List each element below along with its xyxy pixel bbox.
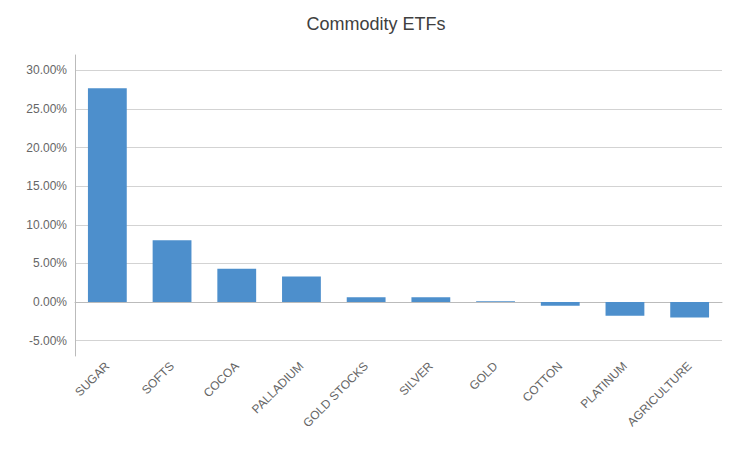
svg-text:-5.00%: -5.00% xyxy=(29,334,67,348)
svg-text:Commodity ETFs: Commodity ETFs xyxy=(306,14,445,34)
svg-text:SOFTS: SOFTS xyxy=(139,359,177,397)
svg-text:5.00%: 5.00% xyxy=(33,256,67,270)
svg-text:20.00%: 20.00% xyxy=(26,141,67,155)
svg-text:PALLADIUM: PALLADIUM xyxy=(249,359,306,416)
svg-text:15.00%: 15.00% xyxy=(26,179,67,193)
svg-text:0.00%: 0.00% xyxy=(33,295,67,309)
svg-text:SILVER: SILVER xyxy=(396,359,436,399)
svg-text:GOLD: GOLD xyxy=(467,359,501,393)
svg-text:25.00%: 25.00% xyxy=(26,102,67,116)
svg-text:GOLD STOCKS: GOLD STOCKS xyxy=(300,359,371,430)
svg-text:10.00%: 10.00% xyxy=(26,218,67,232)
svg-text:AGRICULTURE: AGRICULTURE xyxy=(625,359,695,429)
svg-text:30.00%: 30.00% xyxy=(26,63,67,77)
svg-text:COCOA: COCOA xyxy=(201,359,242,400)
svg-text:PLATINUM: PLATINUM xyxy=(578,359,630,411)
svg-text:SUGAR: SUGAR xyxy=(72,359,112,399)
svg-text:COTTON: COTTON xyxy=(520,359,566,405)
